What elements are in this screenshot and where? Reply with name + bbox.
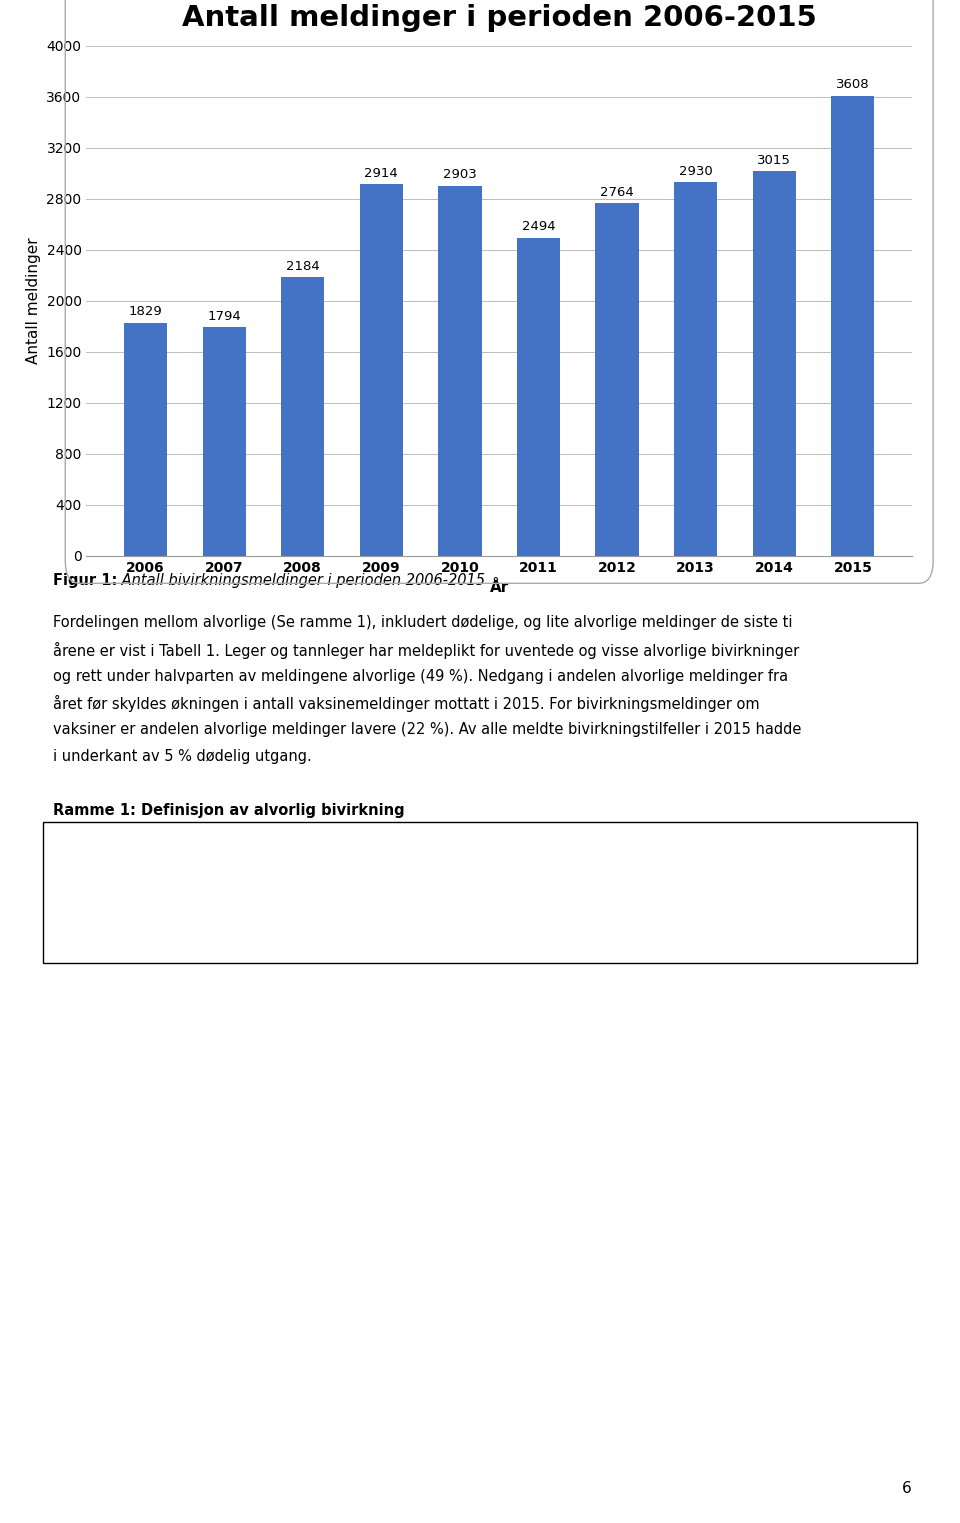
Text: 2930: 2930 bbox=[679, 164, 712, 178]
Y-axis label: Antall meldinger: Antall meldinger bbox=[26, 238, 40, 364]
Bar bbox=[439, 186, 482, 556]
Text: medfører vedvarende eller betydelig nedsatt funksjonsevne eller arbeidsuфørhet, : medfører vedvarende eller betydelig neds… bbox=[58, 871, 739, 886]
Text: Ramme 1: Definisjon av alvorlig bivirkning: Ramme 1: Definisjon av alvorlig bivirkni… bbox=[53, 803, 404, 818]
Text: vaksiner er andelen alvorlige meldinger lavere (22 %). Av alle meldte bivirkning: vaksiner er andelen alvorlige meldinger … bbox=[53, 722, 802, 737]
Text: året før skyldes økningen i antall vaksinemeldinger mottatt i 2015. For bivirkni: året før skyldes økningen i antall vaksi… bbox=[53, 694, 759, 713]
Bar bbox=[516, 238, 560, 556]
Text: 2764: 2764 bbox=[600, 186, 634, 200]
Bar bbox=[595, 204, 638, 556]
Text: 1794: 1794 bbox=[207, 309, 241, 323]
Text: årene er vist i Tabell 1. Leger og tannleger har meldeplikt for uventede og viss: årene er vist i Tabell 1. Leger og tannl… bbox=[53, 643, 799, 659]
Text: 3608: 3608 bbox=[836, 78, 870, 91]
Text: Antall bivirkningsmeldinger i perioden 2006-2015: Antall bivirkningsmeldinger i perioden 2… bbox=[117, 573, 485, 588]
Text: medfødt anomali/fødselsdefekt.: medfødt anomali/fødselsdefekt. bbox=[58, 899, 291, 914]
Bar bbox=[753, 171, 796, 556]
Text: Figur 1:: Figur 1: bbox=[53, 573, 117, 588]
Bar bbox=[831, 96, 875, 556]
Text: og rett under halvparten av meldingene alvorlige (49 %). Nedgang i andelen alvor: og rett under halvparten av meldingene a… bbox=[53, 669, 788, 684]
Text: 6: 6 bbox=[902, 1480, 912, 1496]
Text: 3015: 3015 bbox=[757, 154, 791, 168]
Text: 2914: 2914 bbox=[365, 166, 398, 180]
Text: 2494: 2494 bbox=[521, 221, 555, 233]
Bar bbox=[124, 323, 167, 556]
Text: En bivirkning som er dødelig, livstruende, som krever eller forlenger en sykehus: En bivirkning som er dødelig, livstruend… bbox=[58, 845, 772, 860]
Text: 1829: 1829 bbox=[129, 305, 162, 318]
Bar bbox=[281, 277, 324, 556]
Bar bbox=[360, 184, 403, 556]
Text: i underkant av 5 % dødelig utgang.: i underkant av 5 % dødelig utgang. bbox=[53, 748, 312, 763]
Title: Antall meldinger i perioden 2006-2015: Antall meldinger i perioden 2006-2015 bbox=[181, 5, 817, 32]
Text: 2903: 2903 bbox=[443, 168, 477, 181]
Text: Fordelingen mellom alvorlige (Se ramme 1), inkludert dødelige, og lite alvorlige: Fordelingen mellom alvorlige (Se ramme 1… bbox=[53, 615, 792, 631]
Text: 2184: 2184 bbox=[286, 260, 320, 273]
X-axis label: År: År bbox=[490, 580, 509, 595]
Bar bbox=[674, 183, 717, 556]
Bar bbox=[203, 327, 246, 556]
